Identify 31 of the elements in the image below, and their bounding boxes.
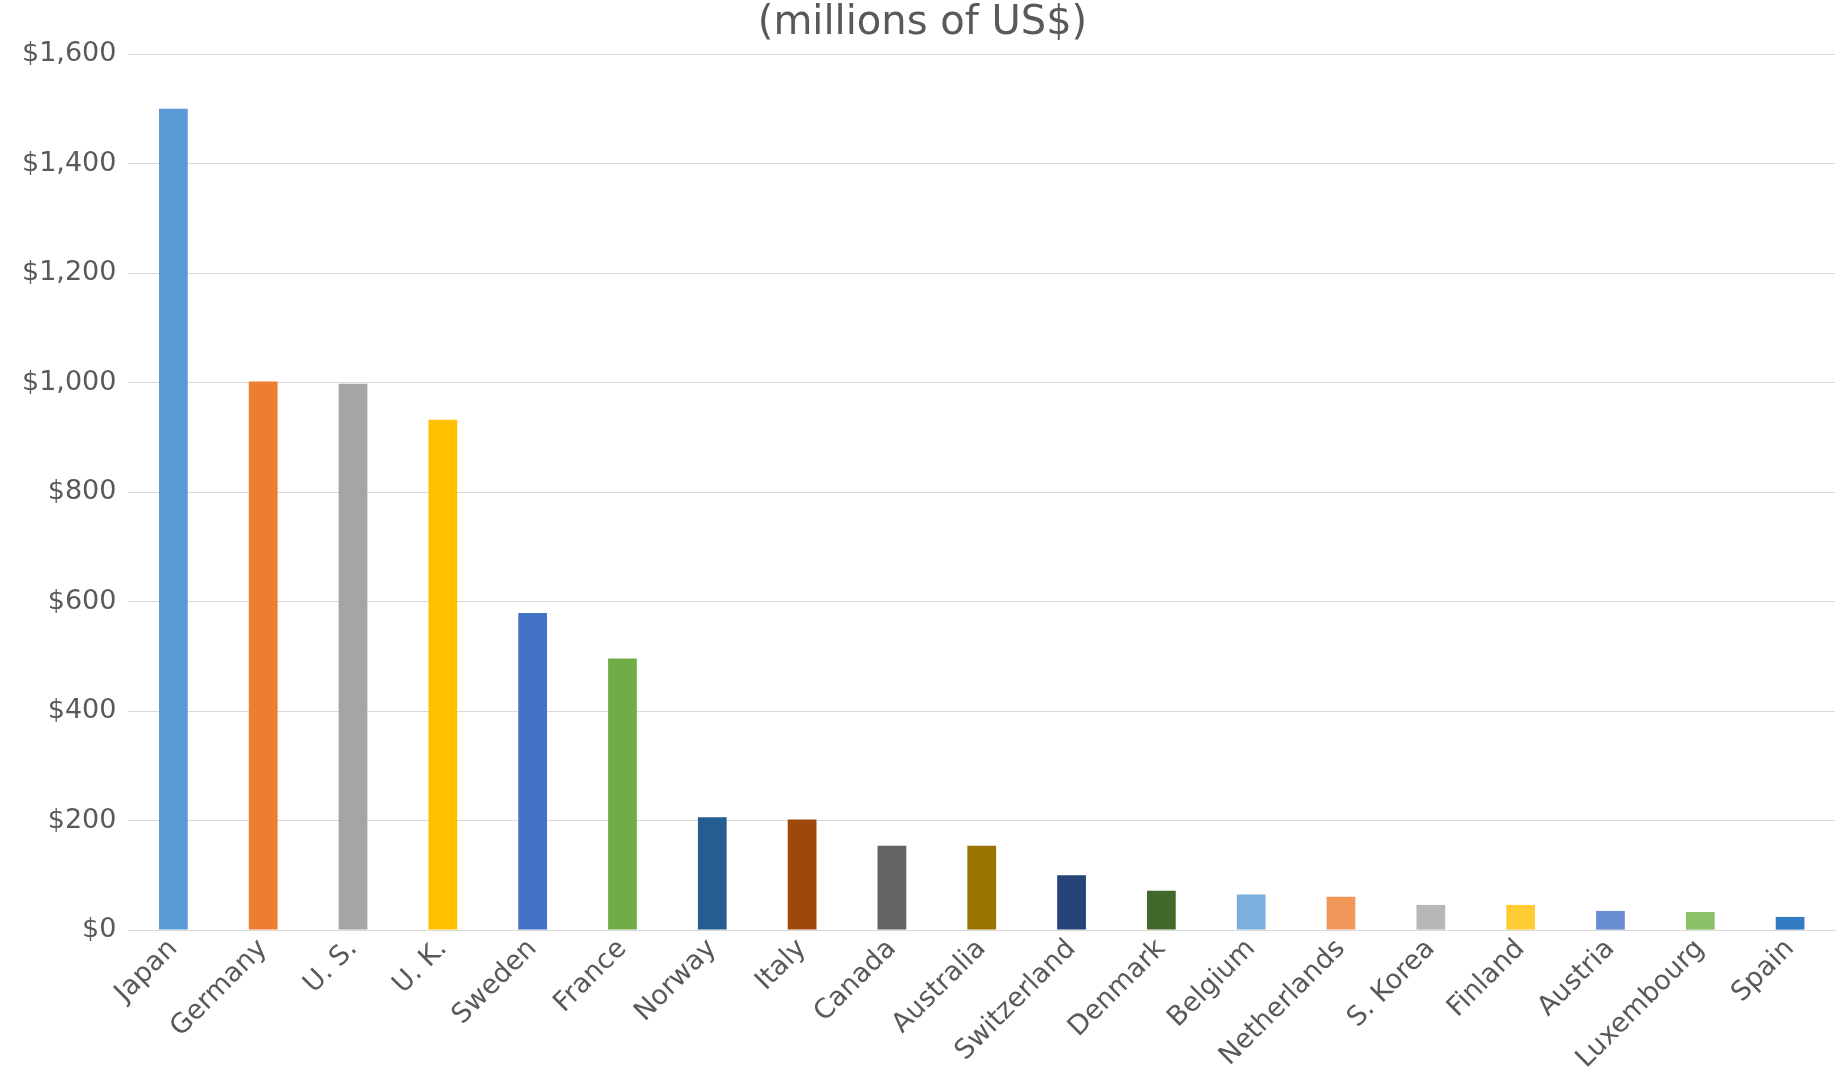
bar [697, 817, 727, 930]
bar [1685, 912, 1715, 930]
bar [1775, 916, 1805, 930]
bar [1147, 890, 1176, 930]
bar [248, 381, 278, 930]
bar [787, 819, 817, 930]
bar [518, 613, 548, 930]
y-tick-label: $0 [82, 912, 117, 944]
y-tick-label: $400 [47, 693, 117, 725]
bar [608, 658, 637, 930]
chart-title: (millions of US$) [757, 0, 1088, 44]
bar [1326, 896, 1356, 930]
bar [1596, 910, 1625, 930]
y-tick-label: $1,400 [21, 145, 117, 177]
bar [1236, 894, 1266, 930]
bar [1506, 904, 1536, 930]
y-tick-label: $1,200 [21, 255, 117, 287]
bar [1057, 875, 1086, 930]
bar [159, 108, 188, 930]
y-tick-label: $800 [47, 474, 117, 506]
bar [1416, 904, 1446, 930]
y-tick-label: $200 [47, 802, 117, 834]
bar [967, 845, 997, 930]
bar [338, 383, 368, 930]
x-tick-label: U. K. [385, 931, 453, 999]
y-tick-label: $1,000 [21, 364, 117, 396]
y-tick-label: $1,600 [21, 36, 117, 68]
y-tick-label: $600 [47, 583, 117, 615]
bar [428, 419, 458, 930]
bar [877, 845, 907, 930]
x-tick-label: U. S. [296, 931, 363, 999]
